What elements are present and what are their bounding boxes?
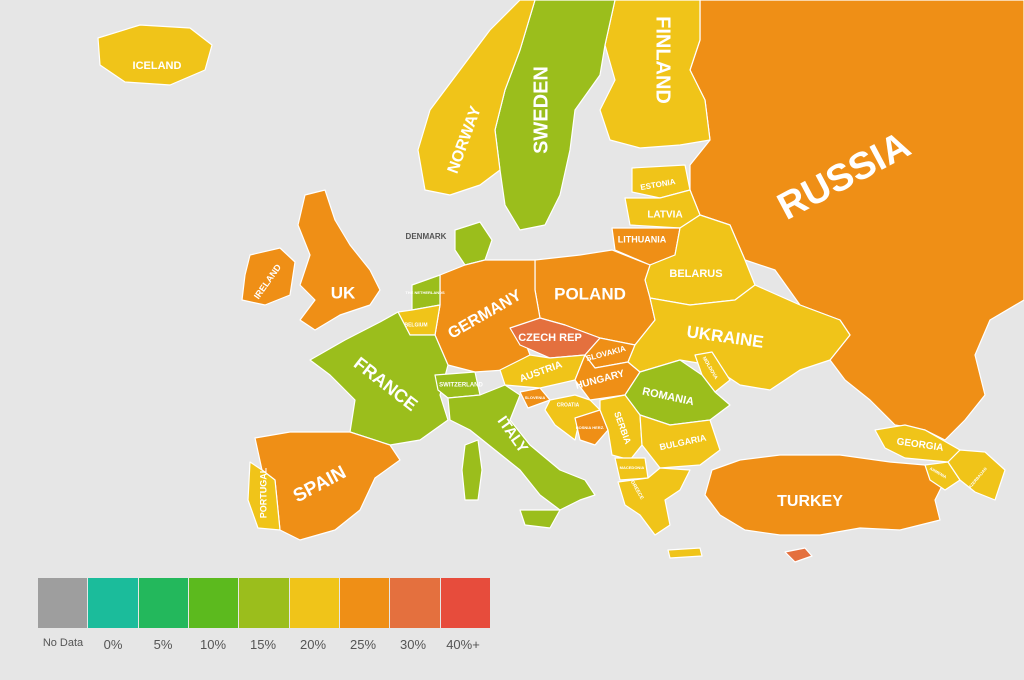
legend-labels: No Data 0% 5% 10% 15% 20% 25% 30% 40%+ — [38, 637, 490, 652]
legend-swatch — [137, 578, 188, 628]
label-iceland: ICELAND — [133, 60, 182, 72]
country-turkey[interactable] — [704, 454, 946, 536]
legend-swatch — [338, 578, 390, 628]
label-czech: CZECH REP — [518, 332, 582, 344]
country-italy[interactable] — [447, 384, 596, 511]
legend-swatch — [238, 578, 289, 628]
legend-label: No Data — [42, 637, 84, 649]
island-crete — [667, 547, 703, 559]
legend-swatch — [288, 578, 339, 628]
label-latvia: LATVIA — [647, 210, 682, 221]
legend-label: 10% — [199, 637, 227, 652]
label-lithuania: LITHUANIA — [618, 234, 667, 244]
legend-swatches — [38, 578, 490, 628]
legend-swatch — [439, 578, 490, 628]
country-armenia[interactable] — [924, 461, 961, 491]
country-bulgaria[interactable] — [639, 414, 721, 469]
legend-swatch — [38, 578, 88, 628]
label-croatia: CROATIA — [557, 402, 580, 408]
legend: No Data 0% 5% 10% 15% 20% 25% 30% 40%+ — [38, 578, 490, 652]
country-norway[interactable] — [417, 0, 536, 196]
country-azerbaijan[interactable] — [947, 449, 1006, 501]
country-ukraine[interactable] — [627, 284, 851, 391]
legend-swatch — [389, 578, 440, 628]
island-sicily — [519, 509, 561, 529]
label-denmark: DENMARK — [406, 232, 447, 241]
label-belgium: BELGIUM — [404, 322, 427, 328]
legend-swatch — [87, 578, 138, 628]
legend-label: 30% — [399, 637, 427, 652]
country-bosnia[interactable] — [574, 409, 609, 446]
label-uk: UK — [331, 283, 356, 302]
legend-label: 20% — [299, 637, 327, 652]
country-greece[interactable] — [617, 467, 691, 536]
country-portugal[interactable] — [247, 461, 281, 531]
country-iceland[interactable] — [97, 24, 213, 86]
label-netherlands: THE NETHERLANDS — [405, 290, 445, 295]
country-uk[interactable] — [297, 189, 381, 331]
label-poland: POLAND — [554, 284, 626, 303]
country-cyprus[interactable] — [784, 547, 813, 563]
country-ireland[interactable] — [241, 247, 296, 306]
legend-swatch — [187, 578, 239, 628]
label-portugal: PORTUGAL — [258, 467, 268, 518]
label-finland: FINLAND — [652, 16, 674, 104]
label-sweden: SWEDEN — [530, 66, 552, 154]
island-sardinia — [461, 439, 483, 501]
country-finland[interactable] — [599, 0, 711, 149]
legend-label: 15% — [249, 637, 277, 652]
label-slovenia: SLOVENIA — [525, 395, 546, 400]
label-bosnia: BOSNIA HERZ. — [576, 425, 605, 430]
legend-label: 0% — [103, 637, 123, 652]
label-belarus: BELARUS — [669, 268, 722, 280]
legend-label: 5% — [153, 637, 173, 652]
country-denmark[interactable] — [454, 221, 493, 266]
legend-label: 25% — [349, 637, 377, 652]
label-macedonia: MACEDONIA — [620, 465, 645, 470]
label-switzerland: SWITZERLAND — [439, 383, 483, 389]
country-moldova[interactable] — [694, 351, 731, 393]
legend-label: 40%+ — [446, 637, 480, 652]
country-france[interactable] — [309, 311, 449, 446]
label-turkey: TURKEY — [777, 493, 843, 510]
